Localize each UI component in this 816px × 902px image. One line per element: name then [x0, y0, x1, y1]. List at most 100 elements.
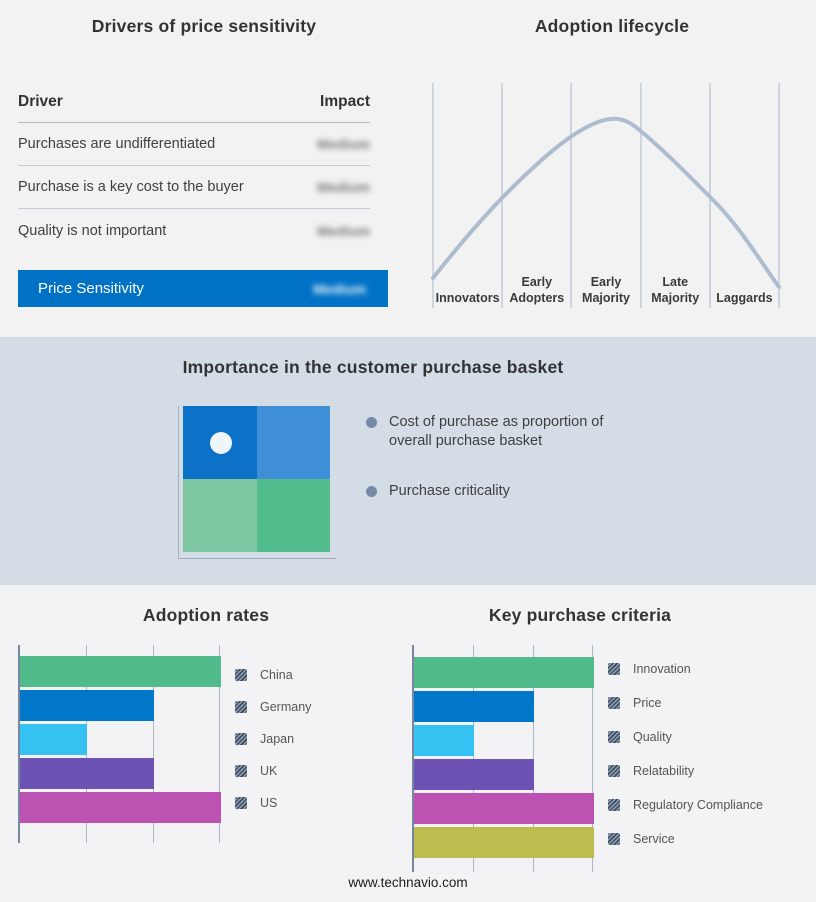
bullet-item: Cost of purchase as proportion of overal…	[366, 413, 628, 451]
bar-regulatory-compliance	[414, 793, 594, 824]
stage-label-line: Adopters	[509, 290, 565, 305]
stage-label-line: Early	[590, 274, 622, 289]
stage-label-line: Laggards	[716, 290, 773, 305]
legend-item: Quality	[608, 720, 763, 754]
gridline	[592, 645, 594, 872]
bar-relatability	[414, 759, 534, 790]
adoption-rates-plot	[18, 645, 221, 843]
legend-item: UK	[235, 755, 311, 787]
legend-item: Germany	[235, 691, 311, 723]
bar-us	[20, 792, 221, 823]
lifecycle-stage-labels: Innovators Early Adopters Early Majority Late…	[433, 268, 779, 308]
website-url: www.technavio.com	[348, 875, 468, 890]
hatched-swatch-icon	[608, 799, 620, 811]
highlight-row-label: Price Sensitivity	[38, 280, 144, 297]
legend-label: Price	[633, 696, 662, 710]
driver-label: Quality is not important	[18, 222, 167, 239]
bell-curve	[431, 116, 781, 289]
stage-label-line: Majority	[651, 290, 700, 305]
drivers-table-header: Driver Impact	[18, 93, 370, 123]
gridline	[218, 645, 220, 843]
purchase-basket-band: Importance in the customer purchase bask…	[0, 337, 816, 585]
table-row: Purchase is a key cost to the buyer Mediu…	[18, 166, 370, 209]
hatched-swatch-icon	[608, 663, 620, 675]
bar-germany	[20, 690, 154, 721]
legend-label: Japan	[260, 732, 295, 746]
legend-item: Regulatory Compliance	[608, 788, 763, 822]
bar-japan	[20, 724, 87, 755]
driver-label: Purchases are undifferentiated	[18, 136, 216, 152]
bar-innovation	[414, 657, 594, 688]
stage-label: Laggards	[710, 268, 779, 308]
basket-bullet-list: Cost of purchase as proportion of overal…	[366, 413, 636, 501]
adoption-lifecycle-chart	[431, 83, 781, 308]
stage-label: Innovators	[433, 268, 502, 308]
driver-label: Purchase is a key cost to the buyer	[18, 179, 244, 195]
legend-item: US	[235, 787, 311, 819]
hatched-swatch-icon	[608, 697, 620, 709]
hatched-swatch-icon	[235, 669, 247, 681]
y-axis-line	[412, 645, 414, 872]
position-marker-dot	[210, 432, 232, 454]
bar-price	[414, 691, 534, 722]
legend-item: China	[235, 659, 311, 691]
lifecycle-title: Adoption lifecycle	[534, 16, 690, 36]
stage-label: Early Majority	[571, 268, 640, 308]
stage-label-line: Majority	[582, 290, 630, 305]
purchase-basket-quadrant	[183, 406, 330, 552]
table-row: Purchases are undifferentiated Medium	[18, 123, 370, 166]
hatched-swatch-icon	[608, 765, 620, 777]
legend-label: Quality	[633, 730, 672, 744]
bullet-dot-icon	[366, 486, 377, 497]
adoption-rates-legend: China Germany Japan UK US	[235, 659, 311, 819]
stage-label-line: Innovators	[435, 290, 500, 305]
legend-item: Innovation	[608, 652, 763, 686]
key-purchase-criteria-plot	[412, 645, 594, 872]
key-purchase-criteria-bars	[414, 645, 594, 872]
legend-item: Service	[608, 822, 763, 856]
bullet-dot-icon	[366, 417, 377, 428]
stage-label: Late Majority	[641, 268, 710, 308]
bar-china	[20, 656, 221, 687]
highlight-row-impact-blurred: Medium	[313, 280, 366, 297]
quadrant-x-axis	[178, 558, 336, 559]
bullet-text: Purchase criticality	[389, 483, 510, 499]
key-purchase-criteria-title: Key purchase criteria	[488, 605, 672, 625]
legend-label: Innovation	[633, 662, 691, 676]
bullet-item: Purchase criticality	[366, 482, 628, 501]
quadrant-y-axis	[178, 406, 179, 559]
quadrant-cell	[256, 406, 330, 479]
column-header-driver: Driver	[18, 93, 63, 110]
legend-label: Germany	[260, 700, 312, 714]
column-header-impact: Impact	[320, 93, 370, 110]
adoption-rates-bars	[20, 645, 221, 843]
bar-service	[414, 827, 594, 858]
gridline	[472, 645, 474, 872]
price-sensitivity-highlight-row: Price Sensitivity Medium	[18, 270, 388, 307]
hatched-swatch-icon	[235, 701, 247, 713]
impact-value-blurred: Medium	[317, 222, 370, 239]
legend-item: Japan	[235, 723, 311, 755]
legend-label: China	[260, 668, 293, 682]
hatched-swatch-icon	[235, 733, 247, 745]
key-purchase-criteria-legend: Innovation Price Quality Relatability Regula…	[608, 652, 763, 856]
legend-label: UK	[260, 764, 278, 778]
drivers-table: Driver Impact Purchases are undifferenti…	[18, 93, 370, 252]
drivers-title: Drivers of price sensitivity	[91, 16, 317, 36]
hatched-swatch-icon	[608, 731, 620, 743]
gridline	[533, 645, 534, 872]
legend-item: Price	[608, 686, 763, 720]
top-section: Drivers of price sensitivity Driver Impa…	[0, 0, 816, 337]
drivers-rows: Purchases are undifferentiated Medium Purc…	[18, 123, 370, 252]
hatched-swatch-icon	[235, 765, 247, 777]
bottom-section: Adoption rates Key purchase criteria	[0, 585, 816, 902]
table-row: Quality is not important Medium	[18, 209, 370, 252]
impact-value-blurred: Medium	[317, 136, 370, 152]
y-axis-line	[18, 645, 20, 843]
legend-label: Service	[633, 832, 675, 846]
stage-label: Early Adopters	[502, 268, 571, 308]
basket-title: Importance in the customer purchase bask…	[182, 357, 564, 377]
adoption-rates-title: Adoption rates	[142, 605, 270, 625]
legend-label: US	[260, 796, 278, 810]
